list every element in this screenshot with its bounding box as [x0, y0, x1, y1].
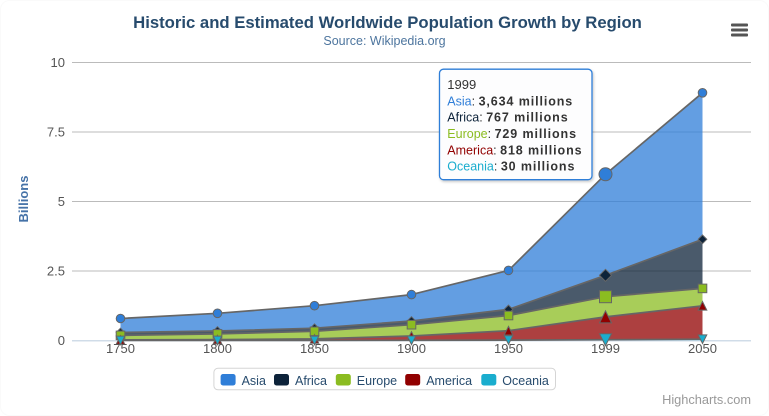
svg-text:1999: 1999: [591, 341, 620, 356]
svg-text:1999: 1999: [447, 77, 476, 92]
svg-text:Historic and Estimated Worldwi: Historic and Estimated Worldwide Populat…: [133, 13, 642, 32]
svg-text:10: 10: [51, 55, 65, 70]
svg-text:Asia: Asia: [242, 374, 266, 388]
svg-text:1850: 1850: [300, 341, 329, 356]
svg-text:Asia: 3,634 millions: Asia: 3,634 millions: [447, 94, 573, 108]
svg-text:Oceania: 30 millions: Oceania: 30 millions: [447, 160, 575, 174]
svg-text:Highcharts.com: Highcharts.com: [662, 392, 751, 407]
svg-text:Europe: 729 millions: Europe: 729 millions: [447, 127, 577, 141]
svg-text:Africa: 767 millions: Africa: 767 millions: [447, 111, 568, 125]
svg-text:5: 5: [58, 194, 65, 209]
svg-text:1800: 1800: [203, 341, 232, 356]
svg-text:1900: 1900: [397, 341, 426, 356]
svg-text:Oceania: Oceania: [502, 374, 549, 388]
svg-text:2050: 2050: [688, 341, 717, 356]
svg-text:0: 0: [58, 333, 65, 348]
svg-text:1750: 1750: [106, 341, 135, 356]
svg-text:2.5: 2.5: [47, 264, 65, 279]
svg-text:1950: 1950: [494, 341, 523, 356]
svg-text:Africa: Africa: [295, 374, 327, 388]
svg-text:7.5: 7.5: [47, 125, 65, 140]
svg-text:Europe: Europe: [357, 374, 397, 388]
svg-text:America: 818 millions: America: 818 millions: [447, 143, 582, 157]
svg-text:Source: Wikipedia.org: Source: Wikipedia.org: [323, 34, 445, 48]
svg-text:America: America: [426, 374, 472, 388]
svg-text:Billions: Billions: [16, 176, 31, 223]
